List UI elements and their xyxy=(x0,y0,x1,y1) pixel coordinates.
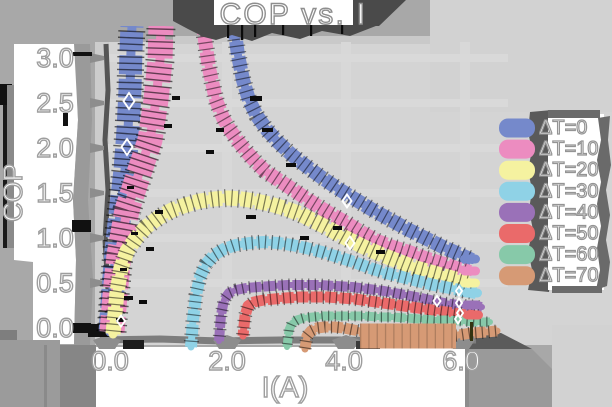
svg-text:COP vs. I: COP vs. I xyxy=(220,0,368,31)
svg-text:0.0: 0.0 xyxy=(36,313,74,343)
svg-text:3.0: 3.0 xyxy=(36,43,74,73)
svg-text:ΔT=60: ΔT=60 xyxy=(539,244,599,266)
svg-text:2.0: 2.0 xyxy=(208,346,246,376)
svg-text:4.0: 4.0 xyxy=(325,346,363,376)
svg-text:1.0: 1.0 xyxy=(36,223,74,253)
svg-text:COP: COP xyxy=(0,163,28,222)
svg-text:0.0: 0.0 xyxy=(91,346,129,376)
svg-text:2.5: 2.5 xyxy=(36,88,74,118)
svg-text:2.0: 2.0 xyxy=(36,133,74,163)
svg-text:ΔT=10: ΔT=10 xyxy=(539,138,599,160)
svg-text:ΔT=40: ΔT=40 xyxy=(539,201,599,223)
svg-text:ΔT=50: ΔT=50 xyxy=(539,223,599,245)
svg-text:ΔT=20: ΔT=20 xyxy=(539,159,599,181)
svg-text:ΔT=0: ΔT=0 xyxy=(539,117,587,139)
svg-text:I(A): I(A) xyxy=(262,372,309,404)
svg-text:1.5: 1.5 xyxy=(36,178,74,208)
svg-text:ΔT=70: ΔT=70 xyxy=(539,265,599,287)
svg-text:ΔT=30: ΔT=30 xyxy=(539,180,599,202)
svg-text:6.0: 6.0 xyxy=(442,346,480,376)
svg-text:0.5: 0.5 xyxy=(36,268,74,298)
